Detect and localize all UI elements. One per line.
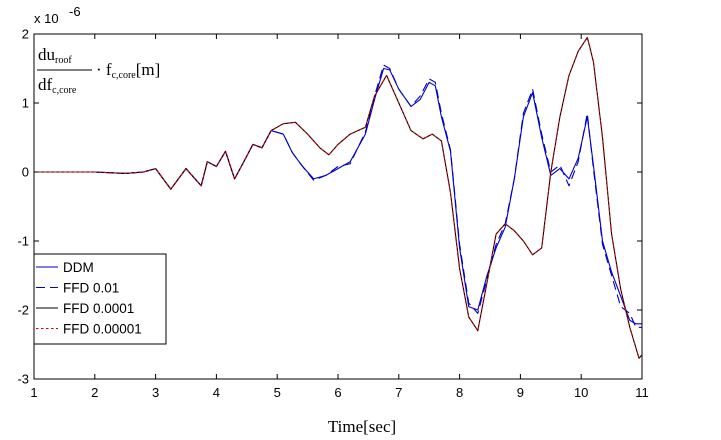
y-tick-label: -3 — [17, 372, 29, 387]
y-tick-label: -2 — [17, 303, 29, 318]
x-tick-label: 5 — [274, 385, 281, 400]
y-tick-label: 0 — [22, 165, 29, 180]
x-tick-label: 6 — [334, 385, 341, 400]
series-line-4 — [34, 36, 643, 359]
annotation-num: duroof — [38, 45, 72, 66]
legend-items: DDM FFD 0.01 FFD 0.0001 FFD 0.00001 — [36, 260, 142, 337]
legend-label-4: FFD 0.00001 — [63, 322, 142, 337]
x-tick-label: 1 — [30, 385, 37, 400]
x-tick-label: 9 — [517, 385, 524, 400]
x-tick-label: 4 — [213, 385, 220, 400]
legend-label-2: FFD 0.01 — [63, 281, 119, 296]
x-tick-label: 11 — [635, 385, 649, 400]
y-annotation: duroof dfc,core · fc,core[m] — [37, 45, 160, 96]
y-tick-label: 1 — [22, 96, 29, 111]
x-tick-label: 3 — [152, 385, 159, 400]
x-tick-label: 7 — [395, 385, 402, 400]
x-tick-label: 8 — [456, 385, 463, 400]
series-layer — [34, 36, 643, 359]
legend-label-1: DDM — [63, 260, 94, 275]
x-tick-label: 2 — [91, 385, 98, 400]
legend-label-3: FFD 0.0001 — [63, 301, 134, 316]
annotation-tail: · fc,core[m] — [96, 60, 160, 81]
x-tick-label: 10 — [574, 385, 588, 400]
legend: DDM FFD 0.01 FFD 0.0001 FFD 0.00001 — [33, 253, 167, 345]
y-exponent-label: x 10 -6 — [34, 4, 81, 26]
annotation-den: dfc,core — [38, 75, 77, 96]
y-exponent-power: -6 — [69, 4, 81, 19]
y-tick-label: -1 — [17, 234, 29, 249]
y-tick-label: 2 — [22, 27, 29, 42]
x-axis-label: Time[sec] — [328, 417, 396, 436]
ticks-layer: 1 2 3 4 5 6 7 8 9 10 11 -3 -2 -1 0 1 2 — [17, 27, 648, 401]
y-exponent-base: x 10 — [34, 11, 59, 26]
